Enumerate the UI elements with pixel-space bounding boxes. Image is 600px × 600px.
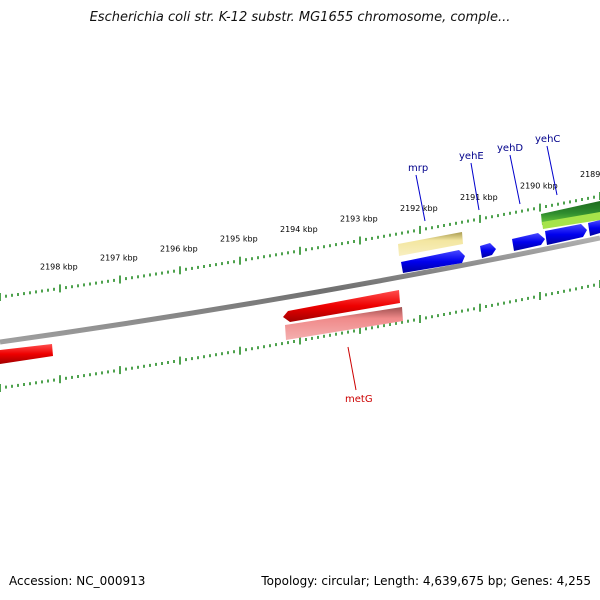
accession-label: Accession: NC_000913	[9, 574, 146, 588]
chromosome-backbone	[0, 235, 600, 345]
genome-summary: Topology: circular; Length: 4,639,675 bp…	[261, 574, 591, 588]
metG-leader-line	[347, 346, 357, 391]
kbp-label: 2189 kbp	[580, 170, 600, 179]
gene-mrp-feature[interactable]	[401, 250, 465, 273]
gene-yehD-feature[interactable]	[512, 233, 545, 251]
gene-metG-feature[interactable]	[283, 290, 400, 322]
pseudogene-feature[interactable]	[398, 232, 463, 256]
yehE-leader-line	[470, 162, 480, 211]
map-title: Escherichia coli str. K-12 substr. MG165…	[89, 10, 511, 25]
kbp-label: 2195 kbp	[220, 235, 258, 244]
kbp-label: 2197 kbp	[100, 254, 138, 263]
kbp-label: 2192 kbp	[400, 204, 438, 213]
kbp-label: 2191 kbp	[460, 193, 498, 202]
gene-label-yehD[interactable]: yehD	[497, 143, 523, 154]
gene-metG-secondary[interactable]	[285, 307, 403, 340]
kbp-label: 2194 kbp	[280, 225, 318, 234]
kbp-label: 2190 kbp	[520, 182, 558, 191]
inner-ruler	[0, 280, 600, 392]
light-green-feature[interactable]	[542, 212, 600, 229]
green-feature[interactable]	[541, 201, 600, 225]
gene-label-yehE[interactable]: yehE	[459, 151, 484, 162]
kbp-label: 2198 kbp	[40, 262, 78, 271]
gene-feature-edge[interactable]	[588, 220, 600, 236]
mrp-leader-line	[415, 174, 426, 222]
gene-label-metG[interactable]: metG	[345, 394, 373, 405]
gene-label-mrp[interactable]: mrp	[408, 163, 428, 174]
gene-label-yehC[interactable]: yehC	[535, 134, 560, 145]
red-feature-left-edge[interactable]	[0, 344, 53, 364]
kbp-label: 2196 kbp	[160, 244, 198, 253]
yehC-leader-line	[546, 145, 558, 196]
gene-yehC-feature[interactable]	[545, 224, 587, 245]
gene-yehE-feature[interactable]	[480, 243, 496, 258]
outer-ruler: 2198 kbp 2197 kbp 2196 kbp 2195 kbp 2194 kbp…	[0, 170, 600, 301]
yehD-leader-line	[509, 154, 521, 205]
kbp-label: 2193 kbp	[340, 215, 378, 224]
